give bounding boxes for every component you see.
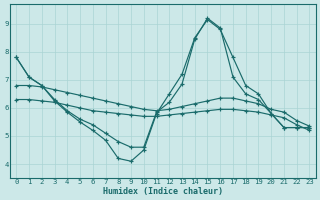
X-axis label: Humidex (Indice chaleur): Humidex (Indice chaleur) bbox=[103, 187, 223, 196]
